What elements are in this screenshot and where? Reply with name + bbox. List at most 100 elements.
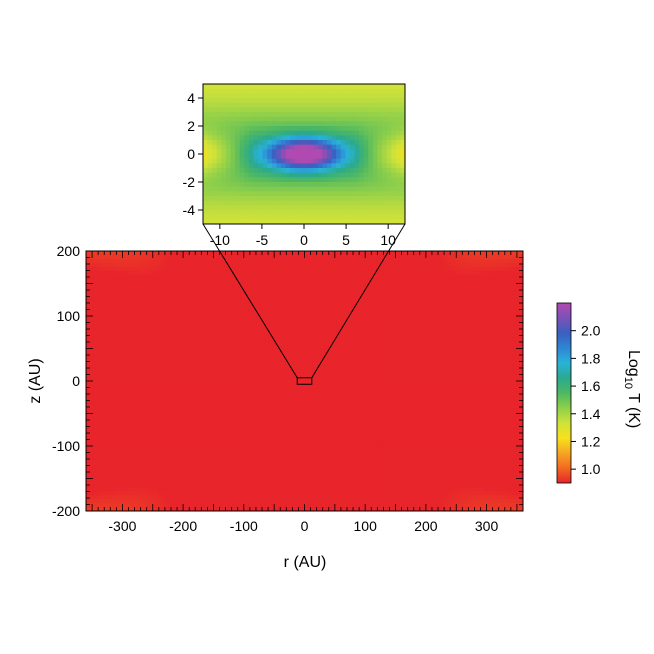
heat-cell (121, 432, 127, 437)
heat-cell (304, 467, 310, 473)
heat-cell (205, 270, 210, 276)
heat-cell (280, 471, 286, 477)
heat-cell (89, 451, 95, 457)
heat-cell (113, 416, 119, 421)
heat-cell (201, 349, 206, 355)
heat-cell (252, 428, 258, 433)
heat-cell (304, 337, 310, 343)
heat-cell (213, 400, 218, 406)
heat-cell (157, 357, 163, 362)
heat-cell (352, 329, 357, 335)
heat-cell (256, 487, 262, 492)
heat-cell (149, 384, 155, 390)
heat-cell (97, 459, 103, 465)
heat-cell (264, 475, 270, 481)
heat-cell (173, 274, 178, 280)
heat-cell (129, 365, 135, 370)
heat-cell (376, 345, 381, 351)
heat-cell (165, 357, 171, 362)
heat-cell (320, 447, 325, 453)
heat-cell (232, 507, 238, 511)
heat-cell (181, 274, 186, 280)
heat-cell (268, 499, 274, 504)
heat-cell (348, 325, 353, 331)
heat-cell (308, 341, 314, 347)
heat-cell (312, 479, 318, 485)
heat-cell (193, 306, 198, 311)
heat-cell (169, 294, 174, 299)
heat-cell (161, 467, 167, 473)
heat-cell (129, 298, 135, 303)
heat-cell (189, 404, 194, 410)
heat-cell (304, 254, 310, 260)
heat-cell (316, 396, 321, 402)
heat-cell (268, 475, 274, 481)
heat-cell (221, 333, 226, 339)
heat-cell (288, 290, 294, 295)
heat-cell (340, 278, 345, 284)
heat-cell (364, 408, 369, 414)
heat-cell (352, 408, 357, 414)
heat-cell (193, 424, 198, 429)
heat-cell (232, 455, 238, 461)
heat-cell (105, 487, 111, 492)
heat-cell (379, 487, 385, 492)
heat-cell (364, 373, 369, 378)
heat-cell (360, 384, 365, 390)
heat-cell (252, 270, 258, 276)
heat-cell (125, 499, 131, 504)
heat-cell (93, 306, 99, 311)
heat-cell (109, 475, 115, 481)
heat-cell (244, 369, 250, 374)
heat-cell (109, 499, 115, 504)
heat-cell (133, 345, 139, 351)
heat-cell (308, 428, 314, 433)
heat-cell (117, 495, 123, 500)
heat-cell (320, 499, 325, 504)
heat-cell (260, 432, 266, 437)
heat-cell (169, 349, 174, 355)
heat-cell (201, 451, 206, 457)
heat-cell (217, 416, 222, 421)
heat-cell (324, 408, 329, 414)
heat-cell (113, 503, 119, 508)
heat-cell (221, 396, 226, 402)
heat-cell (177, 424, 182, 429)
heat-cell (256, 471, 262, 477)
heat-cell (356, 262, 361, 268)
heat-cell (133, 428, 139, 433)
heat-cell (292, 400, 298, 406)
heat-cell (296, 302, 302, 307)
heat-cell (93, 314, 99, 319)
heat-cell (181, 294, 186, 299)
heat-cell (272, 262, 278, 268)
heat-cell (173, 377, 178, 382)
heat-cell (221, 337, 226, 343)
heat-cell (264, 317, 270, 323)
heat-cell (268, 463, 274, 469)
heat-cell (105, 274, 111, 280)
heat-cell (145, 491, 151, 496)
heat-cell (181, 428, 186, 433)
heat-cell (93, 491, 99, 496)
heat-cell (93, 400, 99, 406)
heat-cell (177, 483, 182, 488)
heat-cell (284, 369, 290, 374)
heat-cell (324, 447, 329, 453)
heat-cell (93, 361, 99, 366)
heat-cell (288, 369, 294, 374)
heat-cell (348, 447, 353, 453)
heat-cell (372, 357, 377, 362)
heat-cell (284, 428, 290, 433)
heat-cell (93, 499, 99, 504)
heat-cell (161, 412, 167, 418)
heat-cell (383, 306, 389, 311)
heat-cell (205, 254, 210, 260)
heat-cell (304, 349, 310, 355)
heat-cell (312, 428, 318, 433)
heat-cell (217, 286, 222, 291)
heat-cell (209, 314, 214, 319)
heat-cell (288, 341, 294, 347)
heat-cell (97, 333, 103, 339)
heat-cell (324, 495, 329, 500)
